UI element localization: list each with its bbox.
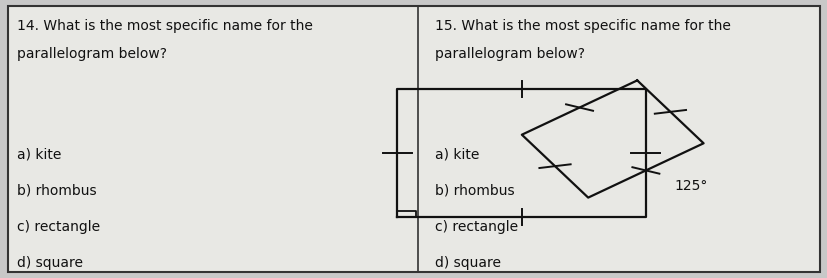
Text: 125°: 125°	[674, 179, 707, 193]
Text: 14. What is the most specific name for the: 14. What is the most specific name for t…	[17, 19, 312, 33]
Text: d) square: d) square	[17, 256, 83, 270]
Text: c) rectangle: c) rectangle	[17, 220, 99, 234]
Text: parallelogram below?: parallelogram below?	[17, 47, 166, 61]
Text: b) rhombus: b) rhombus	[434, 183, 514, 197]
Text: b) rhombus: b) rhombus	[17, 183, 96, 197]
FancyBboxPatch shape	[8, 6, 819, 272]
Text: a) kite: a) kite	[17, 147, 61, 161]
Text: parallelogram below?: parallelogram below?	[434, 47, 584, 61]
Text: a) kite: a) kite	[434, 147, 479, 161]
Text: c) rectangle: c) rectangle	[434, 220, 517, 234]
Text: 15. What is the most specific name for the: 15. What is the most specific name for t…	[434, 19, 729, 33]
Text: d) square: d) square	[434, 256, 500, 270]
